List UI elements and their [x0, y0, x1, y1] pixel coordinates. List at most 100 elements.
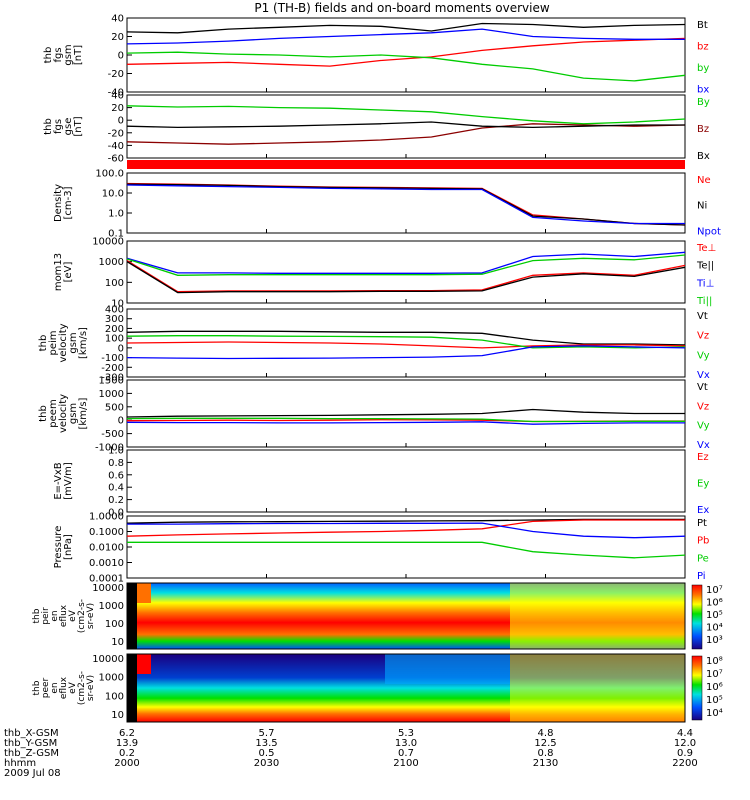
y-tick-label: -40 — [108, 88, 124, 99]
y-axis-label: [nPa] — [63, 534, 74, 560]
legend-Ni: Ni — [697, 201, 707, 212]
ephemeris-label: thb_Z-GSM — [4, 748, 59, 759]
ephemeris-value: 0.8 — [538, 748, 554, 759]
panel-frame — [126, 515, 686, 579]
ephemeris-value: 0.7 — [398, 748, 414, 759]
y-axis-label: [km/s] — [78, 397, 89, 429]
panel-frame — [126, 308, 686, 378]
y-axis-label: [nT] — [73, 45, 84, 65]
series-line-Ti⊥ — [126, 251, 686, 274]
y-axis-label: Pressure — [53, 526, 64, 569]
y-tick-label: 1000 — [99, 389, 124, 400]
series-line-Vx — [126, 421, 685, 425]
y-tick-label: -20 — [108, 69, 124, 80]
colorbar-tick-label: 10⁶ — [706, 682, 723, 693]
spec-y-tick-label: 1000 — [99, 601, 124, 612]
y-axis-label: peem — [48, 399, 59, 427]
y-tick-label: -500 — [101, 429, 124, 440]
series-line-Bx — [126, 121, 685, 129]
ephemeris-value: 0.9 — [677, 748, 693, 759]
y-axis-label: fgs — [53, 119, 64, 134]
y-tick-label: 10.0 — [102, 189, 124, 200]
spec-y-axis-label: sr-eV) — [86, 603, 96, 629]
y-tick-label: 0.0010 — [89, 558, 124, 569]
y-axis-label: [km/s] — [78, 327, 89, 359]
y-axis-label: thb — [43, 47, 54, 64]
legend-Vy: Vy — [697, 350, 710, 361]
y-tick-label: 20 — [111, 103, 124, 114]
ephemeris-value: 4.8 — [538, 728, 554, 739]
series-line-Te|| — [126, 261, 686, 294]
spec-y-axis-label: en — [50, 682, 60, 693]
colorbar-tick-label: 10⁴ — [706, 708, 723, 719]
spec-y-tick-label: 1000 — [99, 673, 124, 684]
legend-Vy: Vy — [697, 421, 710, 432]
ephemeris-value: 4.4 — [677, 728, 693, 739]
y-tick-label: 10 — [111, 299, 124, 310]
y-tick-label: -300 — [101, 373, 124, 384]
panel-frame — [126, 379, 686, 448]
panel-8: 1.0000 0.1000 0.0100 0.0010 0.0001 Pressure [n… — [53, 512, 709, 585]
y-tick-label: 200 — [105, 324, 124, 335]
legend-bx: bx — [697, 85, 709, 96]
panel-1: 40 20 0 -20 -40 thb fgs gsm [nT] Bt bz by bx — [43, 14, 709, 99]
y-tick-label: 1500 — [99, 376, 124, 387]
series-line-Vy — [126, 417, 685, 423]
y-axis-label: mom13 — [53, 253, 64, 291]
y-tick-label: 40 — [111, 14, 124, 25]
colorbar-tick-label: 10⁶ — [706, 598, 723, 609]
colorbar-tick-label: 10⁵ — [706, 695, 723, 706]
y-tick-label: 0 — [118, 51, 124, 62]
y-tick-label: 1000 — [99, 257, 124, 268]
y-axis-label: E=-VxB — [53, 462, 64, 499]
legend-Bx: Bx — [697, 151, 710, 162]
legend-Ey: Ey — [697, 479, 709, 490]
y-tick-label: -60 — [108, 154, 124, 165]
y-tick-label: 400 — [105, 305, 124, 316]
y-axis-label: [mV/m] — [63, 462, 74, 500]
y-axis-label: velocity — [58, 323, 69, 362]
y-tick-label: 40 — [111, 91, 124, 102]
y-axis-label: thb — [38, 405, 49, 422]
legend-by: by — [697, 63, 709, 74]
series-line-Vy — [126, 335, 686, 349]
chart-title: P1 (TH-B) fields and on-board moments ov… — [254, 1, 550, 15]
spec-y-axis-label: thb — [32, 608, 42, 623]
series-line-Vt — [126, 408, 685, 418]
ephemeris-value: 13.9 — [116, 738, 138, 749]
legend-Npot: Npot — [697, 226, 721, 237]
y-tick-label: 0.0 — [108, 508, 124, 519]
y-tick-label: 0.0001 — [89, 574, 124, 585]
series-line-Te⊥ — [126, 260, 686, 293]
y-tick-label: 0.0100 — [89, 543, 124, 554]
legend-Bz: Bz — [697, 124, 709, 135]
y-tick-label: -40 — [108, 141, 124, 152]
y-tick-label: -200 — [101, 363, 124, 374]
spec-y-tick-label: 10000 — [92, 654, 124, 665]
legend-Te||: Te|| — [696, 261, 714, 272]
panel-frame — [126, 172, 686, 234]
spec-y-tick-label: 100 — [105, 619, 124, 630]
spec-y-axis-label: peer — [41, 677, 51, 698]
y-tick-label: 0.1 — [108, 229, 124, 240]
legend-Ti||: Ti|| — [696, 296, 712, 307]
colorbar-tick-label: 10⁷ — [706, 585, 723, 596]
y-tick-label: 1.0 — [108, 209, 124, 220]
panel-7: 1.00.80.6 0.40.2 0.0 E=-VxB [mV/m] Ez Ey Ex — [53, 446, 709, 519]
series-line-Pi — [127, 522, 686, 539]
spec-y-axis-label: thb — [32, 680, 42, 695]
ephemeris-value: 0.2 — [119, 748, 135, 759]
y-tick-label: -20 — [108, 128, 124, 139]
ion-colorbar — [691, 584, 703, 650]
colorbar-tick-label: 10⁷ — [706, 669, 723, 680]
legend-Ti⊥: Ti⊥ — [696, 278, 714, 289]
panel-frame — [126, 449, 686, 513]
ephemeris-value: 2100 — [393, 758, 418, 769]
y-axis-label: thb — [38, 335, 49, 352]
legend-Ez: Ez — [697, 452, 709, 463]
legend-Vt: Vt — [697, 311, 708, 322]
y-tick-label: 100 — [105, 334, 124, 345]
series-line-Ti|| — [126, 254, 686, 276]
y-tick-label: 0.6 — [108, 470, 124, 481]
